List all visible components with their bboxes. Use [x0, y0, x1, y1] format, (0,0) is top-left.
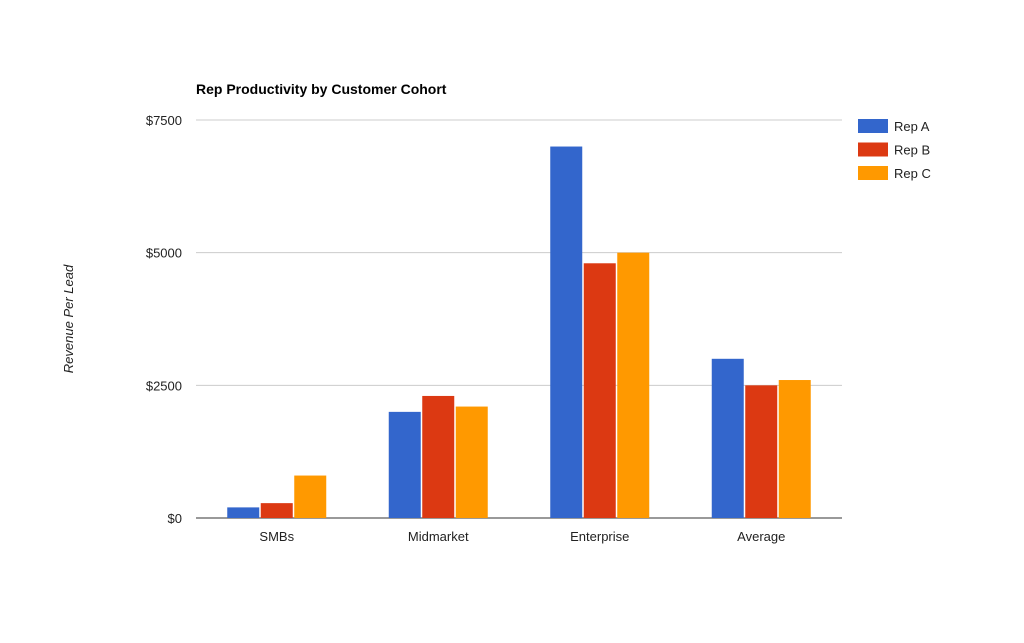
legend-label: Rep A	[894, 119, 930, 134]
bar-rep-a	[227, 507, 260, 518]
y-tick-label: $7500	[146, 113, 182, 128]
bar-rep-a	[711, 358, 744, 518]
y-tick-label: $5000	[146, 246, 182, 261]
bar-rep-c	[455, 406, 488, 518]
chart-title: Rep Productivity by Customer Cohort	[196, 81, 447, 97]
legend-swatch	[858, 142, 888, 157]
y-tick-label: $2500	[146, 378, 182, 393]
bar-rep-b	[260, 503, 293, 518]
x-tick-label: Average	[737, 529, 785, 544]
legend-swatch	[858, 166, 888, 180]
x-tick-label: SMBs	[259, 529, 294, 544]
bar-rep-b	[422, 395, 455, 518]
bar-rep-c	[778, 380, 811, 518]
bar-rep-c	[617, 252, 650, 518]
legend-label: Rep C	[894, 166, 931, 181]
bar-rep-a	[388, 411, 421, 518]
legend-swatch	[858, 119, 888, 133]
bar-rep-a	[550, 146, 583, 519]
legend-label: Rep B	[894, 143, 930, 158]
y-tick-label: $0	[168, 511, 182, 526]
bar-rep-b	[745, 385, 778, 518]
y-axis-label: Revenue Per Lead	[61, 264, 76, 373]
bar-rep-b	[583, 263, 616, 518]
bar-rep-c	[294, 475, 327, 518]
x-tick-label: Midmarket	[408, 529, 469, 544]
x-tick-label: Enterprise	[570, 529, 629, 544]
